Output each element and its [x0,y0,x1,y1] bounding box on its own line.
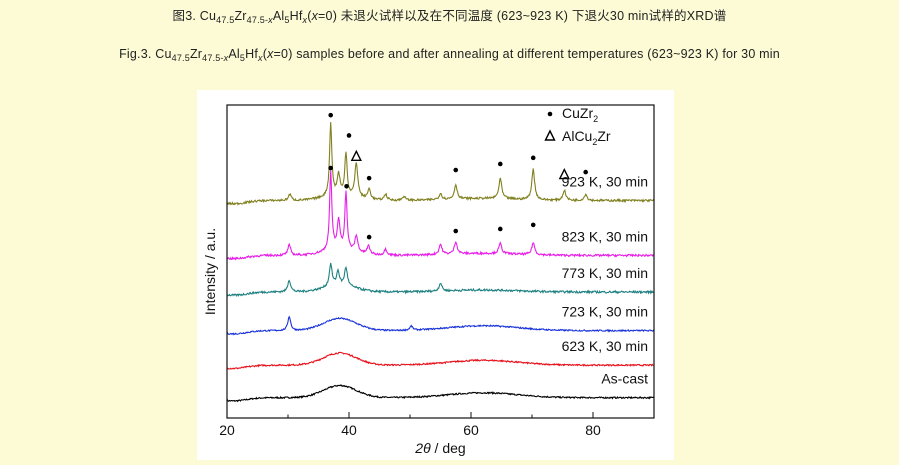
series-line-2 [226,315,655,336]
x-tick-label: 20 [219,422,235,438]
series-line-0 [226,384,655,403]
series-label: 723 K, 30 min [562,304,648,320]
cuzr2-marker [328,112,333,118]
cuzr2-marker [530,155,536,161]
cuzr2-marker [346,133,352,138]
cuzr2-marker [344,183,349,189]
cuzr2-marker [530,222,536,228]
caption-en-prefix: Fig.3. [119,47,156,61]
series-label: 773 K, 30 min [562,265,648,281]
series-label: 623 K, 30 min [562,338,648,354]
formula-part: Al [228,47,240,61]
formula-part: Cu [155,47,172,61]
cuzr2-marker [366,234,372,240]
legend-dot-icon [547,111,553,117]
caption-english: Fig.3. Cu47.5Zr47.5-xAl5Hfx(x=0) samples… [0,47,899,63]
formula-part: Al [272,9,285,23]
formula-part: x [311,9,319,23]
tick-layer: 20 40 60 80 [219,412,655,438]
cuzr2-marker [497,161,503,167]
formula-part: =0) [318,9,338,23]
alcu2zr-marker [558,168,570,180]
cuzr2-marker [453,167,459,173]
formula-part: x [302,15,308,25]
caption-zh-suffix: 未退火试样以及在不同温度 (623~923 K) 下退火30 min试样的XRD… [337,9,727,23]
formula-part: x [258,53,263,63]
formula-part: =0) [273,47,293,61]
series-line-4 [226,170,655,261]
legend-triangle-icon [544,129,556,141]
x-tick-label: 80 [585,422,601,438]
cuzr2-marker [453,228,459,234]
formula-part: x [267,47,274,61]
formula-part: x [268,15,273,25]
formula-part: x [223,53,229,63]
y-axis-label: Intensity / a.u. [202,228,218,315]
x-tick-label: 60 [463,422,479,438]
formula-part: 47.5 [171,53,190,63]
alcu2zr-marker [350,149,362,162]
formula-part: 5 [239,53,246,63]
caption-chinese: 图3. Cu47.5Zr47.5-xAl5Hfx(x=0) 未退火试样以及在不同… [0,5,899,25]
series-line-3 [226,262,655,298]
chart-panel: As-cast 623 K, 30 min 723 K, 30 min 773 K, … [197,90,674,460]
caption-zh-prefix: 图3. [172,9,200,23]
formula-part: 47.5- [202,53,224,63]
formula-part: 47.5- [246,15,269,25]
formula-part: 5 [284,15,290,25]
formula-part: Zr [234,9,247,23]
cuzr2-marker [497,226,503,232]
cuzr2-marker [366,175,372,181]
formula-part: Cu [199,9,217,23]
x-axis-unit: / deg [431,440,466,456]
x-axis-label: 2θ / deg [414,440,465,456]
xrd-chart: As-cast 623 K, 30 min 723 K, 30 min 773 K, … [202,104,655,456]
x-tick-label: 40 [341,422,357,438]
label-layer: As-cast 623 K, 30 min 723 K, 30 min 773 K, … [562,174,648,387]
caption-zh-formula: Cu47.5Zr47.5-xAl5Hfx(x=0) [199,9,338,25]
caption-en-suffix: samples before and after annealing at di… [292,47,780,61]
series-label: 923 K, 30 min [562,174,648,190]
series-line-1 [226,351,655,370]
marker-layer [328,112,588,240]
legend: CuZr2 AlCu2Zr [544,105,611,147]
formula-part: Zr [189,47,203,61]
formula-part: Hf [289,9,303,23]
legend-entry: AlCu2Zr [562,128,611,147]
series-layer [226,122,655,403]
caption-en-formula: Cu47.5Zr47.5-xAl5Hfx(x=0) [155,47,293,63]
formula-part: ( [262,47,268,61]
series-label: As-cast [601,371,648,387]
formula-part: 47.5 [216,15,235,25]
plot-frame [226,104,655,419]
cuzr2-marker [583,169,588,175]
x-axis-symbol: 2θ [414,440,431,456]
series-label: 823 K, 30 min [562,228,648,244]
formula-part: Hf [245,47,259,61]
cuzr2-marker [328,165,333,171]
legend-entry: CuZr2 [562,105,598,124]
formula-part: ( [307,9,312,23]
series-line-5 [226,122,655,206]
